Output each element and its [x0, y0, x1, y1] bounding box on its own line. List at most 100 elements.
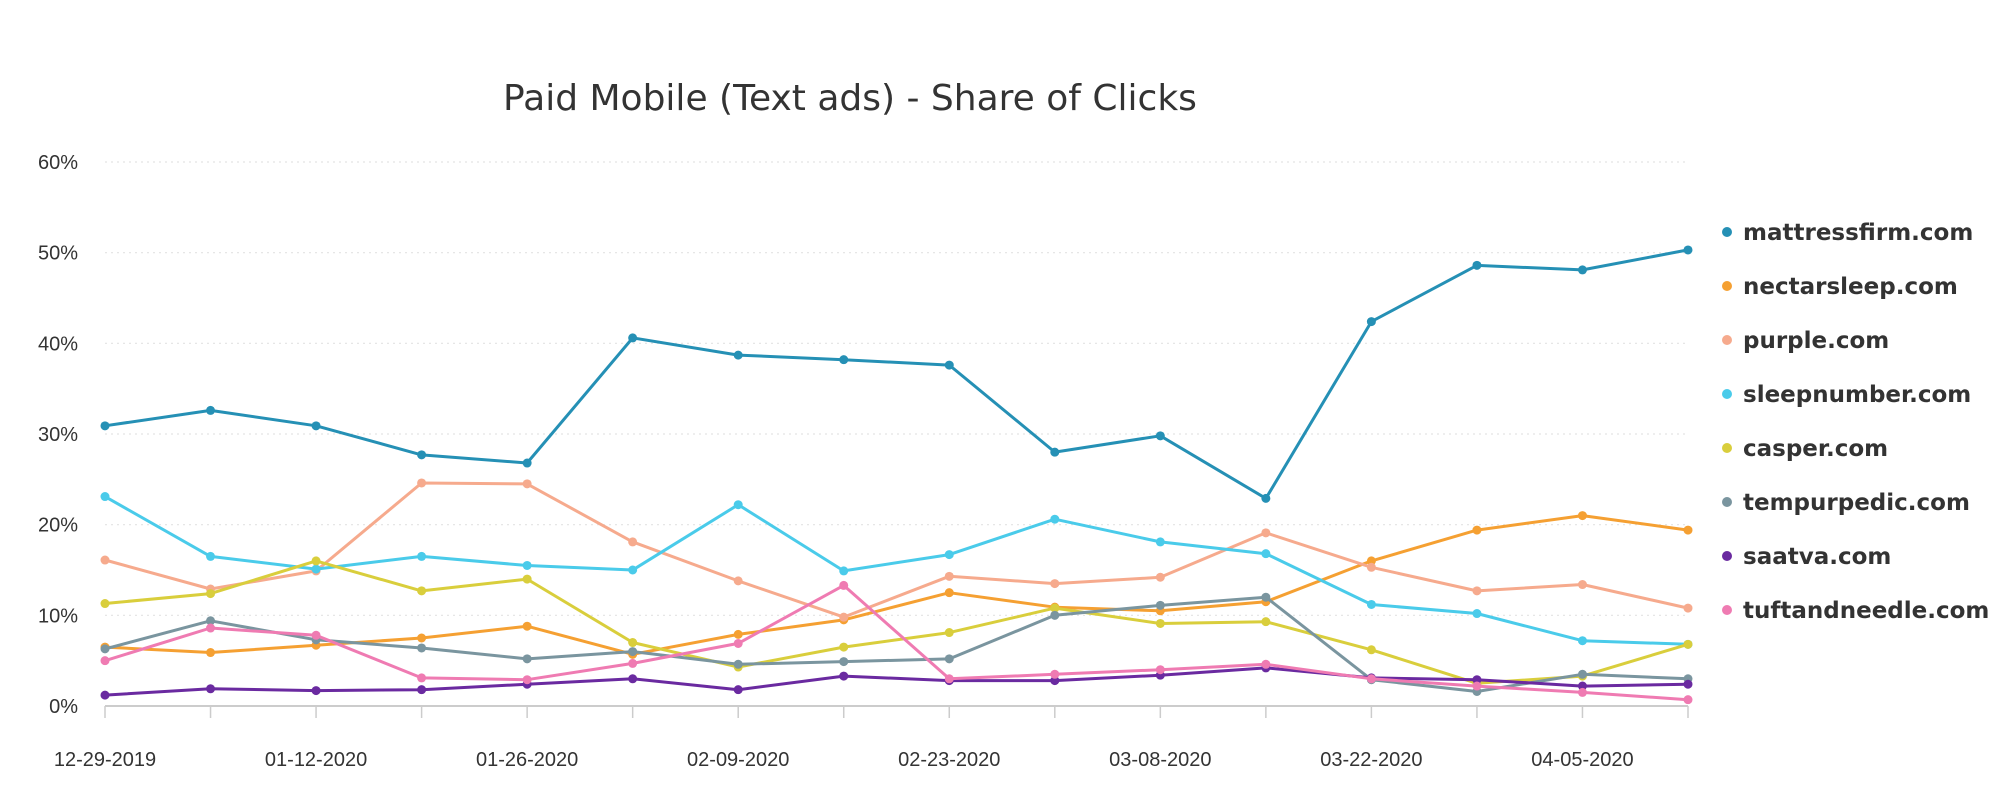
data-point: [1155, 537, 1165, 547]
grid-lines: [105, 161, 1688, 707]
legend-label: sleepnumber.com: [1743, 382, 1971, 408]
data-point: [1472, 586, 1482, 596]
data-point: [1577, 580, 1587, 590]
data-point: [1261, 617, 1271, 627]
data-point: [944, 571, 954, 581]
data-point: [311, 630, 321, 640]
data-point: [1050, 603, 1060, 613]
series-nectarsleep.com: [100, 511, 1693, 659]
data-point: [522, 675, 532, 685]
y-tick-label: 50%: [38, 243, 78, 265]
series-line: [103, 481, 1690, 619]
data-point: [100, 690, 110, 700]
data-point: [1683, 525, 1693, 535]
data-point: [100, 644, 110, 654]
legend-marker: [1722, 551, 1732, 561]
x-tick-label: 02-09-2020: [687, 749, 789, 771]
data-point: [1577, 511, 1587, 521]
legend-label: casper.com: [1743, 436, 1888, 462]
data-point: [733, 576, 743, 586]
data-point: [733, 638, 743, 648]
data-point: [1261, 549, 1271, 559]
legend-item: tuftandneedle.com: [1722, 598, 1989, 624]
legend-marker: [1722, 443, 1732, 453]
data-point: [311, 556, 321, 566]
data-point: [206, 616, 216, 626]
data-point: [1683, 639, 1693, 649]
data-point: [1472, 525, 1482, 535]
data-point: [1050, 669, 1060, 679]
data-point: [733, 685, 743, 695]
series-line: [103, 559, 1690, 685]
data-point: [1366, 674, 1376, 684]
series-line: [103, 583, 1690, 702]
data-point: [839, 671, 849, 681]
x-tick-label: 12-29-2019: [54, 749, 156, 771]
y-axis: 0% 10% 20% 30% 40% 50% 60%: [38, 152, 78, 718]
data-point: [1155, 572, 1165, 582]
data-point: [733, 350, 743, 360]
data-point: [944, 628, 954, 638]
y-tick-label: 40%: [38, 333, 78, 355]
series-line: [103, 495, 1690, 646]
legend-marker: [1722, 497, 1732, 507]
data-point: [944, 654, 954, 664]
data-point: [944, 674, 954, 684]
series-saatva.com: [100, 663, 1693, 700]
data-point: [839, 580, 849, 590]
data-point: [628, 638, 638, 648]
data-point: [1577, 636, 1587, 646]
data-point: [1155, 665, 1165, 675]
data-point: [206, 405, 216, 415]
legend-marker: [1722, 227, 1732, 237]
x-axis: 12-29-2019 01-12-2020 01-26-2020 02-09-2020…: [54, 706, 1689, 771]
data-point: [100, 492, 110, 502]
data-point: [417, 586, 427, 596]
data-point: [522, 458, 532, 468]
data-point: [1577, 687, 1587, 697]
data-point: [1472, 681, 1482, 691]
data-point: [1366, 599, 1376, 609]
y-tick-label: 10%: [38, 605, 78, 627]
data-point: [311, 421, 321, 431]
data-point: [1472, 260, 1482, 270]
data-point: [1050, 579, 1060, 589]
y-tick-label: 60%: [38, 152, 78, 174]
legend-label: tempurpedic.com: [1743, 490, 1970, 516]
data-point: [417, 478, 427, 488]
data-point: [100, 555, 110, 565]
data-point: [206, 684, 216, 694]
data-point: [839, 642, 849, 652]
data-point: [417, 673, 427, 683]
data-point: [100, 599, 110, 609]
legend-marker: [1722, 335, 1732, 345]
data-point: [417, 685, 427, 695]
data-point: [944, 550, 954, 560]
y-tick-label: 0%: [49, 696, 78, 718]
data-point: [206, 551, 216, 561]
series-line: [103, 514, 1690, 656]
data-point: [1683, 603, 1693, 613]
data-point: [839, 566, 849, 576]
legend-item: tempurpedic.com: [1722, 490, 1970, 516]
data-point: [1261, 493, 1271, 503]
series-line: [103, 666, 1690, 697]
x-tick-label: 01-12-2020: [265, 749, 367, 771]
data-point: [1261, 592, 1271, 602]
data-point: [628, 537, 638, 547]
series-casper.com: [100, 556, 1693, 688]
series-purple.com: [100, 478, 1693, 622]
legend-label: mattressfirm.com: [1743, 220, 1973, 246]
data-point: [1155, 600, 1165, 610]
chart-title: Paid Mobile (Text ads) - Share of Clicks: [503, 78, 1197, 119]
data-point: [1472, 675, 1482, 685]
data-point: [839, 612, 849, 622]
y-tick-label: 30%: [38, 424, 78, 446]
data-point: [1155, 431, 1165, 441]
data-point: [522, 574, 532, 584]
data-point: [100, 656, 110, 666]
data-point: [733, 629, 743, 639]
series-line: [103, 248, 1690, 500]
data-point: [311, 686, 321, 696]
